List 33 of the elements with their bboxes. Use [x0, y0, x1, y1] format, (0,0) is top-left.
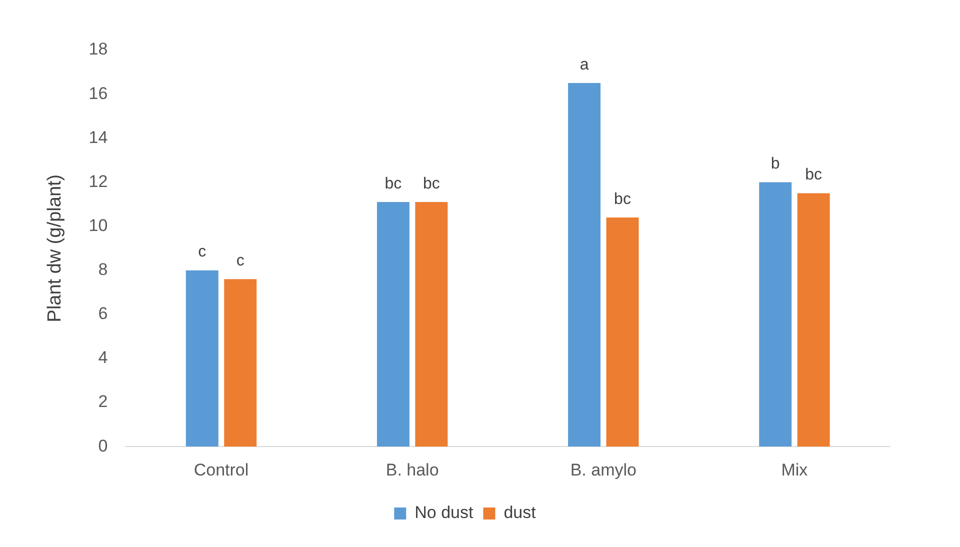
y-tick-label: 0: [98, 436, 108, 456]
bar: [186, 270, 218, 447]
bar: [224, 279, 257, 447]
y-tick-label: 12: [88, 172, 108, 191]
legend-label: dust: [504, 503, 536, 522]
y-tick-label: 18: [88, 40, 108, 59]
legend-label: No dust: [414, 503, 474, 522]
y-tick-label: 8: [98, 260, 108, 280]
x-tick-label: B. amylo: [570, 460, 636, 480]
data-label: bc: [805, 166, 822, 184]
y-axis-title: Plant dw (g/plant): [44, 174, 66, 322]
x-tick-label: Control: [194, 460, 249, 480]
y-tick-label: 10: [88, 216, 108, 235]
data-label: bc: [614, 190, 631, 208]
bar: [606, 217, 639, 447]
y-tick-label: 6: [98, 304, 108, 324]
data-label: a: [580, 56, 589, 74]
bar: [759, 182, 792, 447]
y-tick-label: 16: [88, 84, 108, 103]
data-label: b: [770, 156, 780, 173]
data-label: c: [236, 252, 244, 270]
y-tick-label: 14: [88, 128, 108, 147]
bar: [415, 202, 448, 447]
bar: [376, 202, 410, 447]
data-label: bc: [422, 175, 440, 192]
data-label: c: [198, 244, 206, 261]
data-label: bc: [384, 175, 402, 192]
bar: [797, 193, 830, 447]
y-tick-label: 4: [98, 348, 108, 368]
bar: [568, 83, 601, 447]
x-tick-label: Mix: [781, 460, 808, 480]
y-tick-label: 2: [98, 392, 108, 412]
x-tick-label: B. halo: [386, 460, 439, 480]
